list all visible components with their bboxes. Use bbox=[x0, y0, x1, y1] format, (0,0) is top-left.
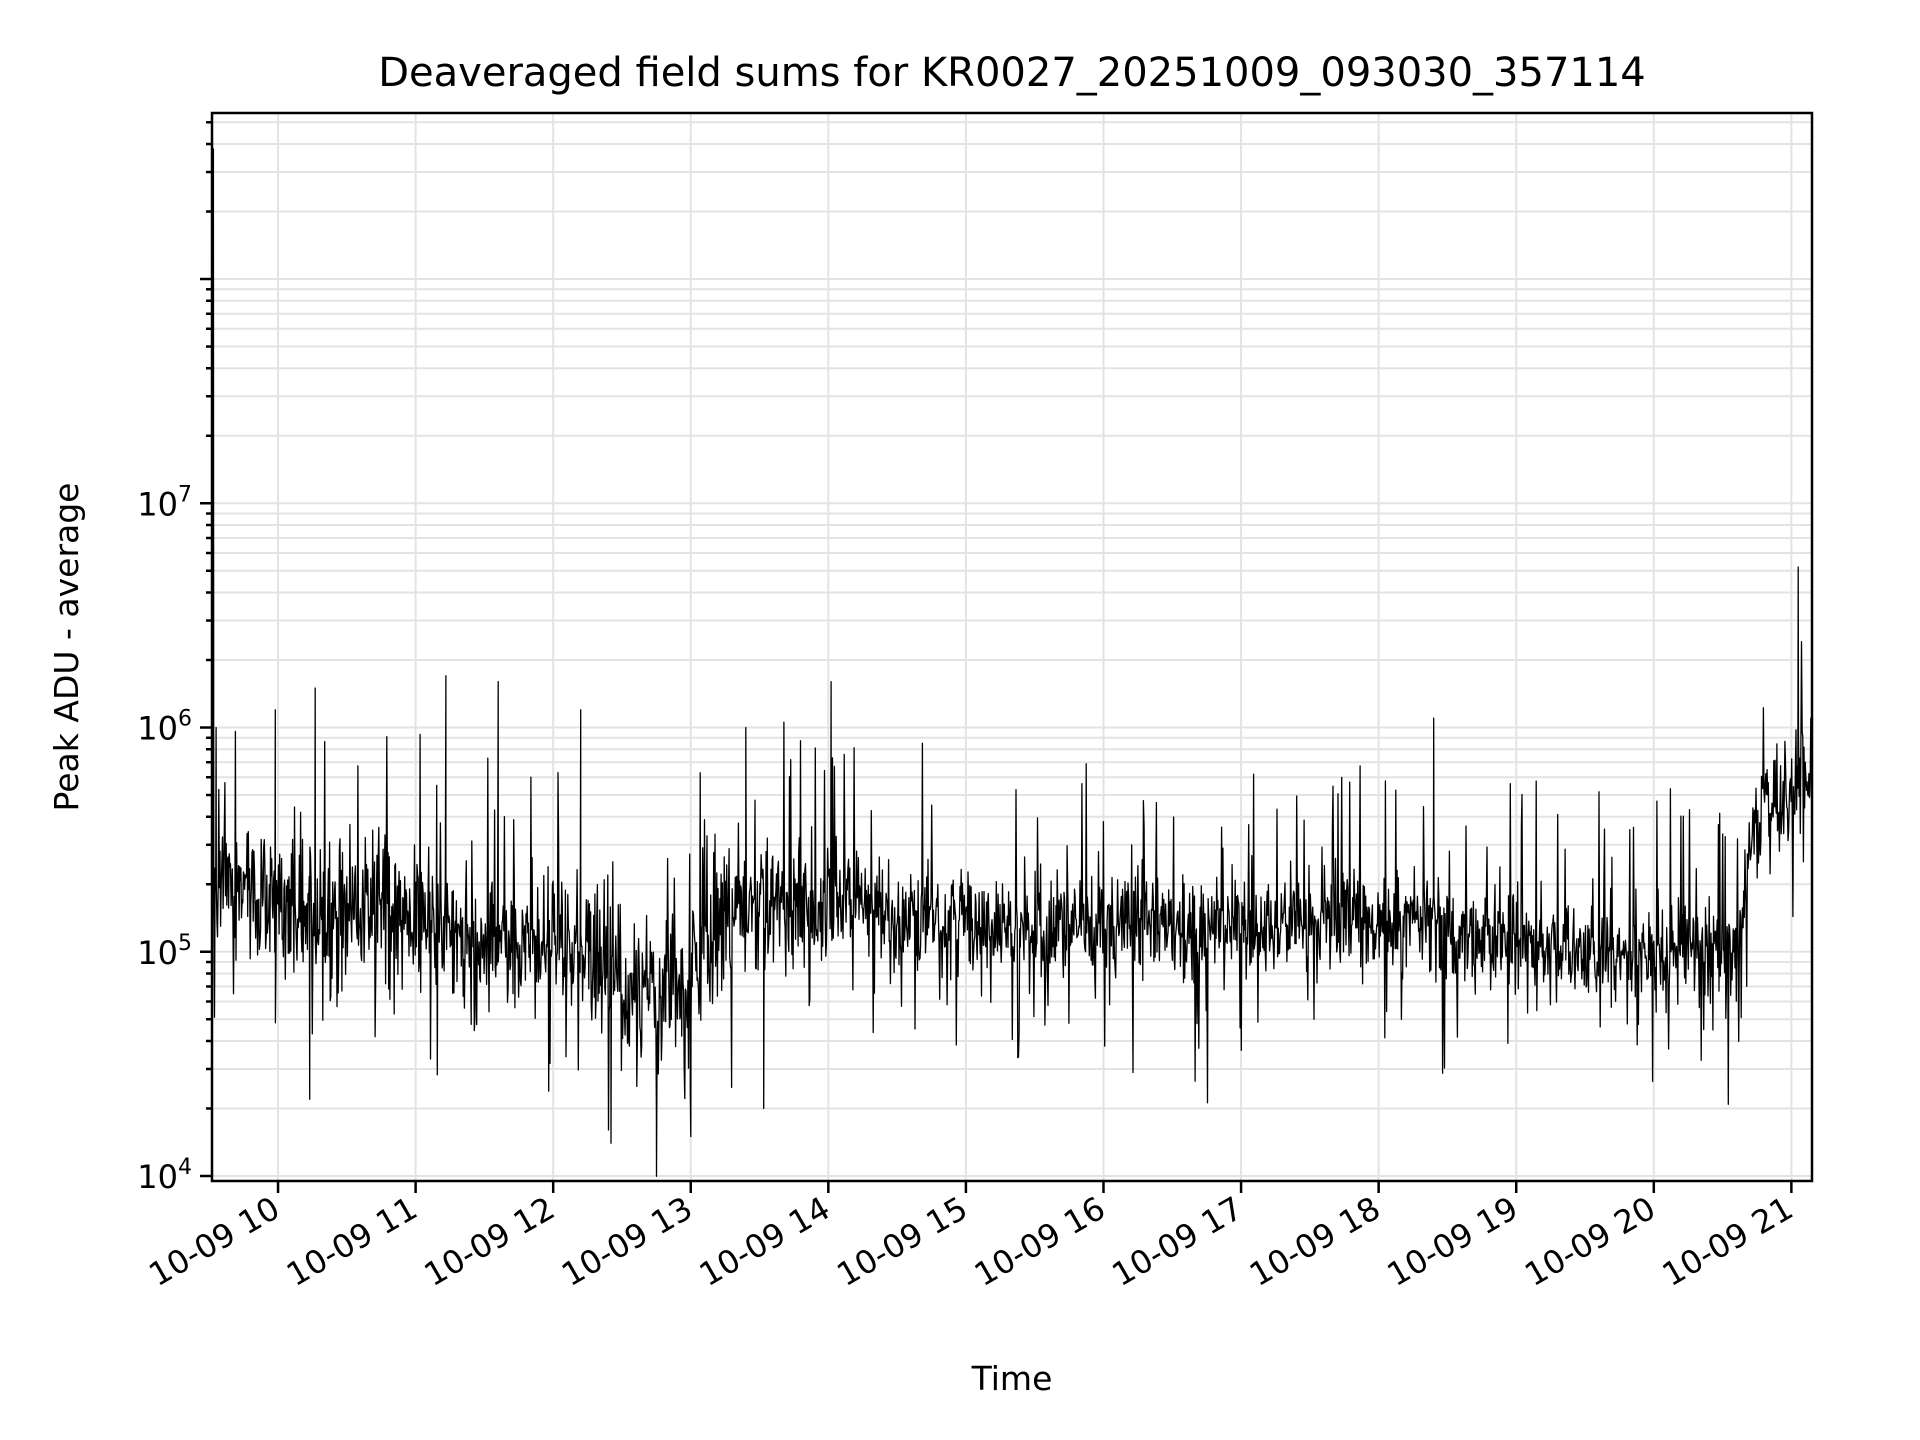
x-axis-label: Time bbox=[971, 1359, 1053, 1398]
plot-frame bbox=[210, 111, 1814, 1183]
y-tick-label: 104 bbox=[137, 1155, 192, 1196]
series-group bbox=[211, 148, 1813, 1177]
y-axis: 104 105 106 107 bbox=[137, 121, 212, 1196]
y-tick-label: 106 bbox=[137, 707, 192, 748]
series-line-peak-adu bbox=[211, 148, 1813, 1177]
chart-title: Deaveraged field sums for KR0027_2025100… bbox=[378, 50, 1646, 96]
y-tick-label: 105 bbox=[137, 931, 192, 972]
y-axis-label: Peak ADU - average bbox=[47, 483, 86, 812]
y-tick-label: 107 bbox=[137, 482, 192, 523]
